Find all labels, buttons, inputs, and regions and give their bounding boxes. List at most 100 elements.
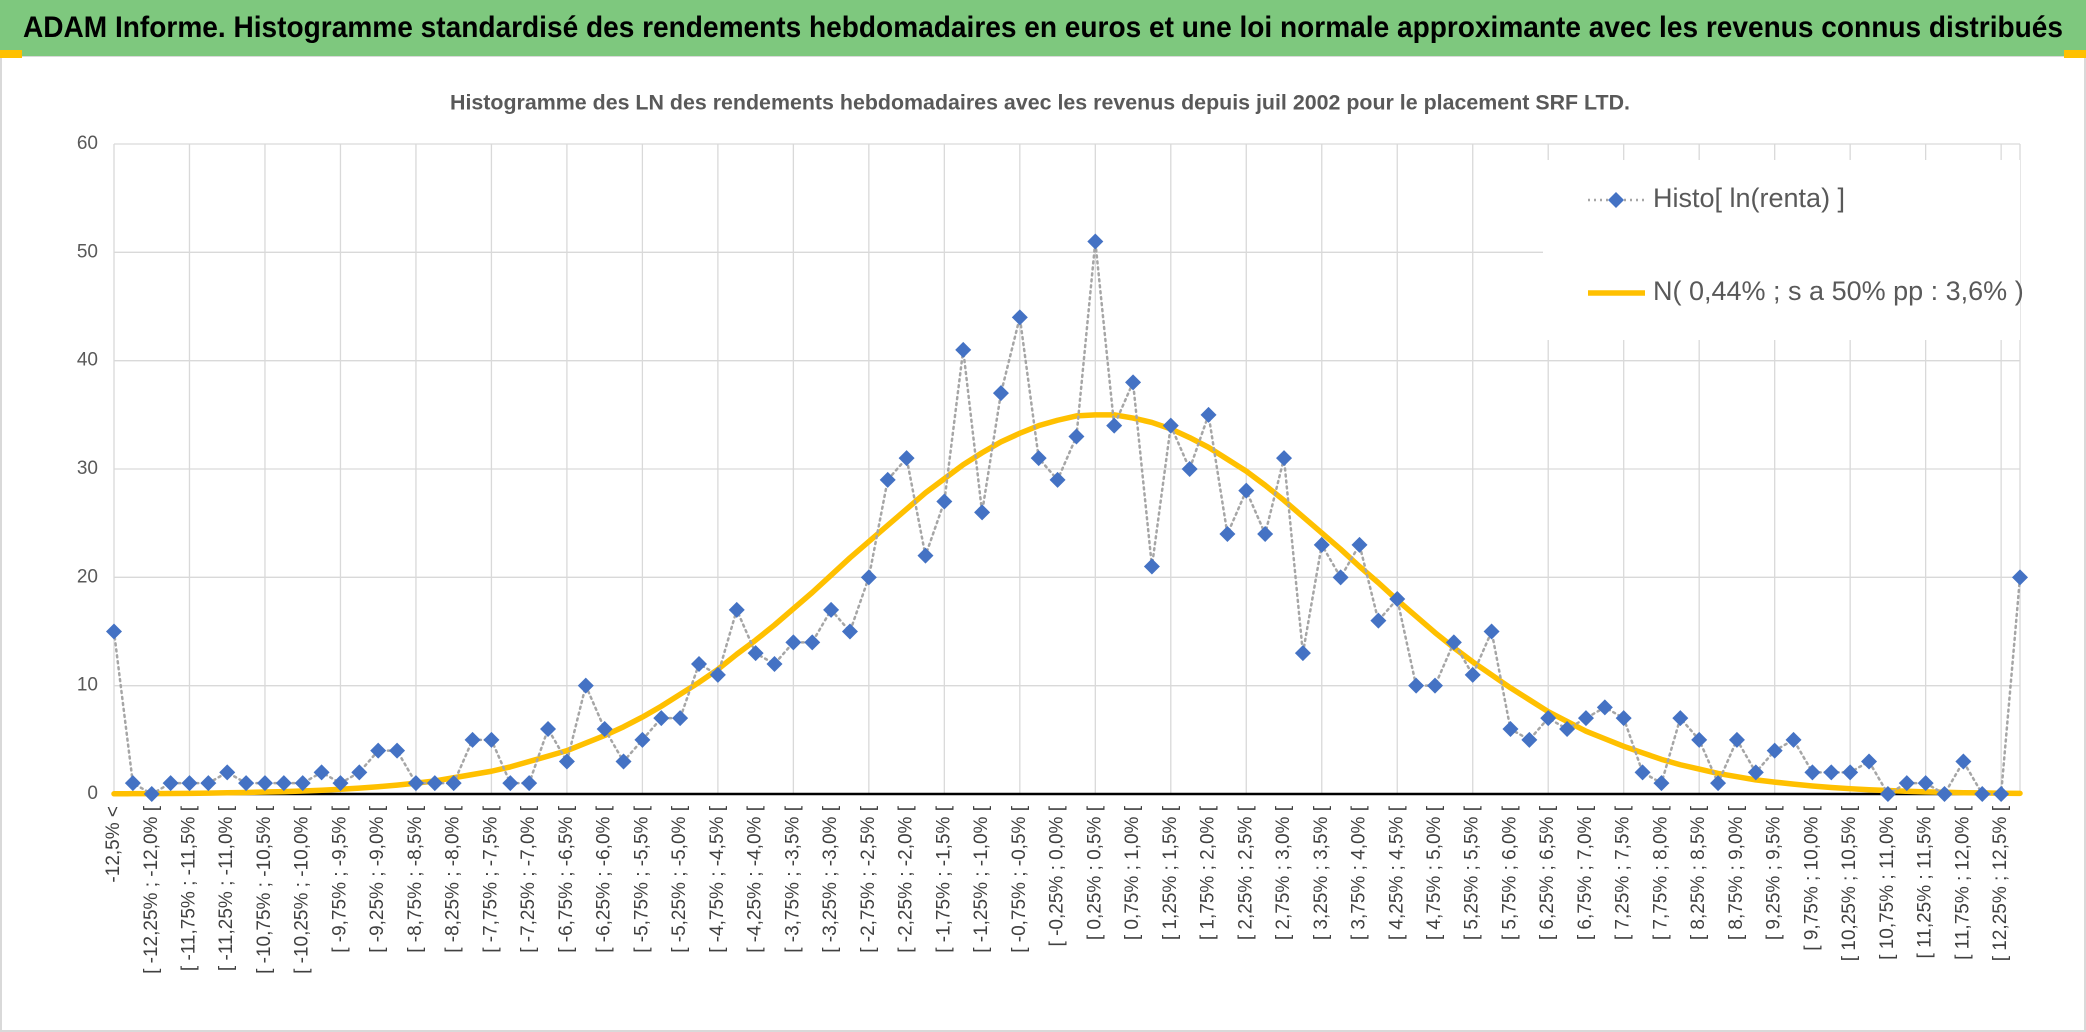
y-tick-label: 50	[77, 241, 98, 262]
x-tick-label: [ -3,25% ; -3,0% [	[820, 805, 841, 953]
data-point	[1276, 450, 1293, 467]
data-point	[728, 601, 745, 618]
data-point	[747, 645, 764, 662]
data-point	[577, 677, 594, 694]
x-tick-label: [ 9,25% ; 9,5% [	[1764, 805, 1785, 940]
x-tick-label: [ 4,75% ; 5,0% [	[1424, 805, 1445, 940]
data-point	[124, 775, 141, 792]
data-point	[615, 753, 632, 770]
data-point	[1993, 786, 2010, 802]
data-point	[106, 623, 122, 640]
data-point	[162, 775, 179, 792]
x-tick-label: [ -0,75% ; -0,5% [	[1009, 805, 1030, 953]
data-point	[143, 786, 160, 802]
data-point	[1162, 417, 1179, 434]
data-point	[275, 775, 292, 792]
x-tick-label: [ -12,25% ; -12,0% [	[141, 805, 162, 974]
data-point	[1577, 710, 1594, 727]
data-point	[1068, 428, 1085, 445]
x-tick-label: [ -8,25% ; -8,0% [	[443, 805, 464, 953]
x-tick-label: [ -4,25% ; -4,0% [	[745, 805, 766, 953]
legend-label: Histo[ ln(renta) ]	[1653, 183, 1845, 213]
data-point	[332, 775, 349, 792]
x-tick-label: [ -2,75% ; -2,5% [	[858, 805, 879, 953]
data-point	[653, 710, 670, 727]
x-tick-label: [ 1,75% ; 2,0% [	[1198, 805, 1219, 940]
x-tick-label: [ -7,25% ; -7,0% [	[518, 805, 539, 953]
y-tick-label: 40	[77, 350, 98, 371]
x-tick-label: [ -1,25% ; -1,0% [	[971, 805, 992, 953]
x-tick-label: [ -5,75% ; -5,5% [	[631, 805, 652, 953]
data-point	[1408, 677, 1425, 694]
data-point	[464, 731, 481, 748]
data-point	[691, 656, 708, 672]
data-point	[1351, 536, 1368, 553]
x-tick-label: [ -2,25% ; -2,0% [	[896, 805, 917, 953]
data-point	[200, 775, 217, 792]
data-point	[785, 634, 802, 651]
data-point	[1483, 623, 1500, 640]
data-point	[1181, 461, 1198, 477]
data-point	[256, 775, 273, 792]
data-point	[1087, 233, 1104, 250]
x-tick-label: [ 12,25% ; 12,5% [	[1990, 805, 2011, 961]
x-tick-label: [ 5,75% ; 6,0% [	[1499, 805, 1520, 940]
data-point	[672, 710, 689, 727]
data-point	[1823, 764, 1840, 781]
data-point	[445, 775, 462, 792]
x-tick-label: [ -1,75% ; -1,5% [	[933, 805, 954, 953]
data-point	[1370, 612, 1387, 629]
data-point	[1710, 775, 1727, 792]
data-point	[1653, 775, 1670, 792]
data-point	[1502, 721, 1519, 737]
data-point	[804, 634, 821, 651]
corner-accent	[0, 50, 22, 58]
x-tick-label: [ 8,75% ; 9,0% [	[1726, 805, 1747, 940]
x-tick-label: [ 6,75% ; 7,0% [	[1575, 805, 1596, 940]
x-tick-label: [ -11,25% ; -11,0% [	[216, 805, 237, 971]
x-tick-label: [ 2,25% ; 2,5% [	[1235, 805, 1256, 940]
data-point	[1634, 764, 1651, 781]
data-point	[1049, 471, 1066, 488]
data-point	[1672, 710, 1689, 727]
x-tick-label: [ 7,25% ; 7,5% [	[1613, 805, 1634, 940]
data-point	[1804, 764, 1821, 781]
x-tick-label: [ -9,75% ; -9,5% [	[329, 805, 350, 953]
data-point	[992, 385, 1009, 402]
data-point	[389, 742, 406, 759]
data-point	[351, 764, 368, 781]
data-point	[1200, 406, 1217, 423]
data-point	[1521, 731, 1538, 748]
data-point	[860, 569, 877, 586]
data-point	[1766, 742, 1783, 759]
data-point	[1842, 764, 1859, 781]
data-point	[1974, 786, 1991, 802]
legend: Histo[ ln(renta) ] N( 0,44% ; s a 50% pp …	[1543, 160, 2024, 340]
data-point	[1747, 764, 1764, 781]
data-point	[974, 504, 991, 521]
data-point	[1238, 482, 1255, 499]
y-tick-label: 30	[77, 458, 98, 479]
x-tick-label: [ 4,25% ; 4,5% [	[1386, 805, 1407, 940]
x-tick-label: [ 0,25% ; 0,5% [	[1084, 805, 1105, 940]
x-tick-label: [ 3,25% ; 3,5% [	[1311, 805, 1332, 940]
data-point	[1861, 753, 1878, 770]
x-tick-label: [ 10,75% ; 11,0% [	[1877, 805, 1898, 960]
x-tick-label: [ 11,25% ; 11,5% [	[1915, 805, 1936, 958]
data-point	[1615, 710, 1632, 727]
data-point	[1125, 374, 1142, 391]
x-tick-label: [ -8,75% ; -8,5% [	[405, 805, 426, 953]
data-point	[1257, 526, 1274, 542]
data-point	[898, 450, 915, 467]
x-tick-label: [ 3,75% ; 4,0% [	[1349, 805, 1370, 940]
header-title: ADAM Informe. Histogramme standardisé de…	[23, 11, 2063, 44]
data-point	[917, 547, 934, 564]
data-point	[1445, 634, 1462, 651]
data-point	[181, 775, 198, 792]
x-tick-label: [ -10,25% ; -10,0% [	[292, 805, 313, 974]
data-point	[426, 775, 443, 792]
y-tick-label: 20	[77, 566, 98, 587]
data-point	[540, 721, 557, 737]
data-point	[219, 764, 236, 781]
